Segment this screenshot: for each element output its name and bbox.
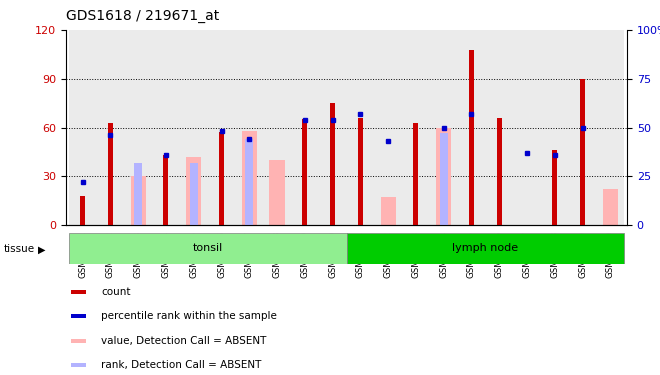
Text: rank, Detection Call = ABSENT: rank, Detection Call = ABSENT [101, 360, 261, 370]
Bar [513, 30, 541, 225]
Bar [71, 290, 86, 294]
Bar [208, 232, 236, 264]
Bar [330, 103, 335, 225]
Bar [180, 30, 208, 225]
Bar [413, 123, 418, 225]
Bar [497, 118, 502, 225]
Bar [346, 232, 374, 264]
Bar [597, 30, 624, 225]
Bar [80, 196, 85, 225]
Bar [236, 30, 263, 225]
Bar [269, 160, 284, 225]
Bar [246, 139, 253, 225]
Text: percentile rank within the sample: percentile rank within the sample [101, 311, 277, 321]
Bar [71, 339, 86, 343]
Bar [291, 232, 319, 264]
Bar [457, 232, 485, 264]
Bar [236, 232, 263, 264]
Bar [190, 163, 197, 225]
Bar [186, 157, 201, 225]
Bar [440, 134, 447, 225]
Bar [469, 50, 474, 225]
Text: value, Detection Call = ABSENT: value, Detection Call = ABSENT [101, 336, 267, 346]
Bar [124, 232, 152, 264]
Bar [152, 30, 180, 225]
Bar [346, 232, 624, 264]
Bar [430, 232, 457, 264]
Bar [358, 118, 363, 225]
Bar [541, 30, 569, 225]
Bar [381, 197, 396, 225]
Bar [430, 30, 457, 225]
Bar [319, 30, 346, 225]
Bar [263, 232, 291, 264]
Bar [69, 30, 96, 225]
Bar [263, 30, 291, 225]
Bar [402, 232, 430, 264]
Bar [69, 232, 96, 264]
Text: lymph node: lymph node [452, 243, 518, 254]
Bar [457, 30, 485, 225]
Bar [219, 132, 224, 225]
Bar [152, 232, 180, 264]
Bar [569, 232, 597, 264]
Bar [71, 314, 86, 318]
Bar [552, 150, 557, 225]
Text: tonsil: tonsil [193, 243, 223, 254]
Bar [180, 232, 208, 264]
Bar [513, 232, 541, 264]
Bar [208, 30, 236, 225]
Bar [291, 30, 319, 225]
Text: tissue: tissue [3, 244, 34, 254]
Bar [436, 128, 451, 225]
Bar [69, 232, 346, 264]
Bar [302, 119, 308, 225]
Bar [374, 30, 402, 225]
Bar [597, 232, 624, 264]
Bar [96, 30, 124, 225]
Text: ▶: ▶ [38, 244, 46, 254]
Bar [124, 30, 152, 225]
Bar [346, 30, 374, 225]
Bar [164, 155, 168, 225]
Bar [485, 232, 513, 264]
Bar [580, 79, 585, 225]
Bar [108, 123, 113, 225]
Bar [569, 30, 597, 225]
Bar [319, 232, 346, 264]
Text: GDS1618 / 219671_at: GDS1618 / 219671_at [66, 9, 219, 23]
Bar [71, 363, 86, 367]
Bar [131, 176, 146, 225]
Bar [374, 232, 402, 264]
Text: count: count [101, 287, 131, 297]
Bar [541, 232, 569, 264]
Bar [402, 30, 430, 225]
Bar [96, 232, 124, 264]
Bar [135, 163, 142, 225]
Bar [242, 131, 257, 225]
Bar [485, 30, 513, 225]
Bar [603, 189, 618, 225]
